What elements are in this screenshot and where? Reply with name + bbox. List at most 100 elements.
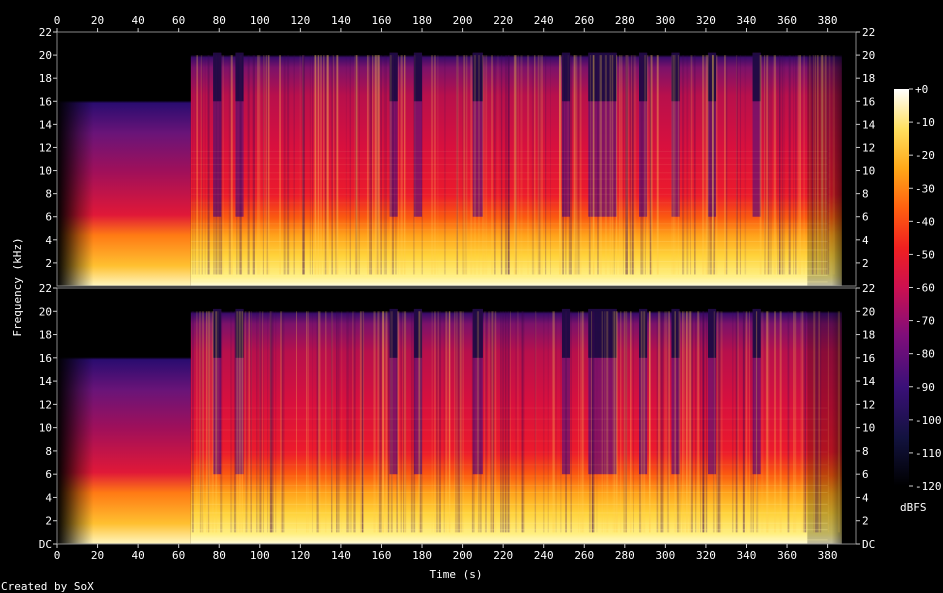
texture-streak [262,311,264,533]
texture-streak [695,311,697,533]
texture-streak [199,311,201,533]
texture-streak [358,55,360,275]
texture-streak [330,311,333,533]
texture-streak [697,311,699,533]
texture-streak [268,55,270,275]
texture-streak [410,311,412,533]
texture-streak [478,311,480,533]
texture-streak [222,55,224,275]
harmonic-band [190,223,828,225]
texture-streak [811,55,814,275]
texture-streak [739,55,741,275]
texture-streak [625,55,628,275]
texture-streak [349,55,351,275]
texture-streak [649,55,652,275]
texture-streak [299,55,301,275]
texture-streak [257,55,260,275]
texture-streak [492,311,494,533]
y-tick-label-right: 10 [862,165,875,178]
texture-streak [421,55,423,275]
texture-streak [538,55,541,275]
texture-streak [515,55,518,275]
texture-streak [238,55,241,275]
x-tick-label-top: 340 [737,14,757,27]
texture-streak [644,55,647,275]
texture-streak [463,55,465,275]
texture-streak [672,55,674,275]
panel-frame [56,287,857,545]
texture-streak [720,311,723,533]
texture-streak [606,311,609,533]
texture-streak [632,55,634,275]
texture-streak [213,55,216,275]
texture-streak [373,311,376,533]
texture-streak [320,55,322,275]
texture-streak [437,55,439,275]
texture-streak [444,55,446,275]
texture-streak [318,311,321,533]
texture-streak [448,311,451,533]
texture-streak [309,55,311,275]
texture-streak [397,311,400,533]
texture-streak [537,55,538,275]
quiet-gap-top [472,52,483,102]
texture-streak [385,311,388,533]
texture-streak [764,55,766,275]
colorbar-tick-label: -30 [915,182,935,195]
texture-streak [504,55,508,275]
main-energy [190,32,842,286]
texture-streak [471,311,473,533]
texture-streak [820,311,822,533]
texture-streak [703,311,705,533]
texture-streak [764,55,766,275]
texture-streak [816,55,819,275]
texture-streak [643,311,646,533]
texture-streak [537,55,539,275]
texture-streak [689,311,692,533]
texture-streak [781,55,784,275]
texture-streak [574,55,576,275]
texture-streak [420,311,423,533]
quiet-gap-top [561,308,571,358]
y-tick-label-right: 4 [862,234,869,247]
x-tick-label-top: 20 [91,14,104,27]
texture-streak [332,55,335,275]
quiet-gap-top [752,52,761,102]
texture-streak [433,55,436,275]
texture-streak [220,311,223,533]
texture-streak [795,55,797,275]
texture-streak [437,311,439,533]
texture-streak [736,55,737,275]
quiet-gap-top [389,52,398,102]
harmonic-band [190,229,828,231]
texture-streak [247,55,249,275]
quiet-gap-top [588,308,617,358]
texture-streak [331,55,333,275]
texture-streak [578,311,579,533]
quiet-gap [561,308,571,475]
texture-streak [809,55,811,275]
texture-streak [706,55,708,275]
texture-streak [682,311,685,533]
texture-streak [690,311,693,533]
texture-streak [620,55,623,275]
texture-streak [230,55,233,275]
y-tick-label-right: 14 [862,118,876,131]
texture-streak [649,55,652,275]
texture-streak [194,55,196,275]
harmonic-band [190,451,828,453]
x-tick-label: 120 [290,549,310,562]
texture-streak [302,55,305,275]
texture-streak [712,311,715,533]
texture-streak [513,55,517,275]
texture-streak [543,311,545,533]
texture-streak [336,55,338,275]
texture-streak [682,55,685,275]
texture-streak [725,55,728,275]
texture-streak [271,311,274,533]
texture-streak [523,311,525,533]
quiet-gap-top [413,52,423,102]
texture-streak [611,55,614,275]
texture-streak [562,55,565,275]
y-tick-label: 14 [39,375,53,388]
